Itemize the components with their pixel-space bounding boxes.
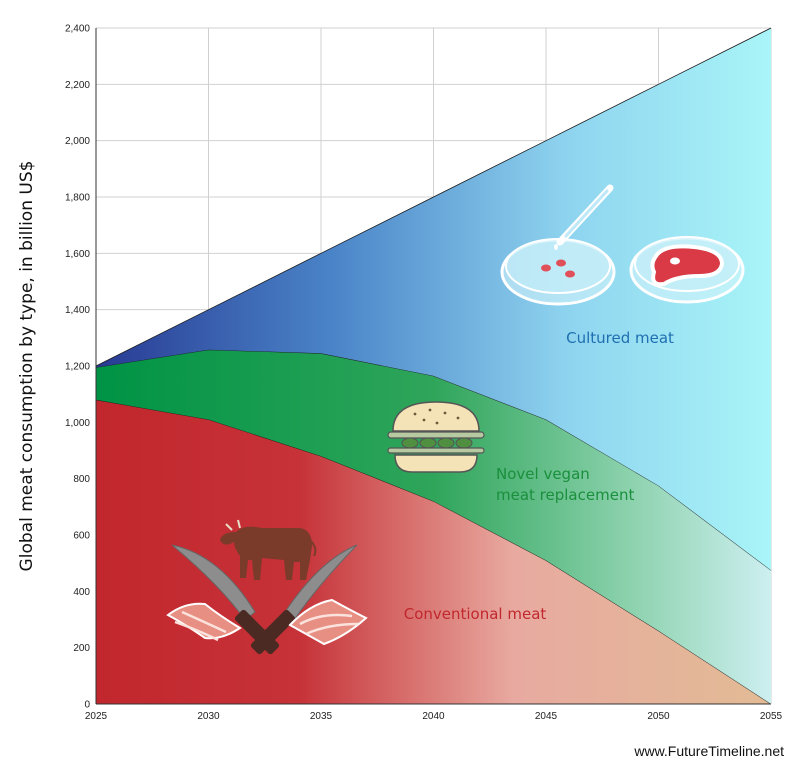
conventional-meat-label: Conventional meat — [404, 605, 547, 623]
burger-icon — [387, 401, 485, 473]
y-tick-label: 1,600 — [65, 249, 90, 260]
x-tick-label: 2040 — [422, 711, 445, 722]
pipette-icon — [554, 184, 614, 250]
y-axis-label: Global meat consumption by type, in bill… — [17, 161, 37, 572]
x-tick-label: 2030 — [197, 711, 220, 722]
y-tick-label: 2,000 — [65, 136, 90, 147]
conventional-meat-area — [96, 399, 771, 704]
x-tick-label: 2045 — [535, 711, 558, 722]
steak-icon — [629, 236, 745, 304]
axes: 0 200 400 600 800 1,000 1,200 1,400 1,600 1,800 2,… — [65, 24, 783, 723]
website-credit: www.FutureTimeline.net — [634, 743, 784, 759]
bacon-icon — [166, 598, 368, 646]
y-tick-label: 800 — [73, 474, 90, 485]
vegan-label-line1: Novel vegan — [496, 465, 590, 483]
petri-dish-icon — [500, 238, 616, 306]
cultured-meat-label: Cultured meat — [566, 329, 674, 347]
x-tick-label: 2055 — [760, 711, 783, 722]
x-tick-label: 2025 — [85, 711, 108, 722]
cultured-meat-line — [95, 27, 772, 367]
y-tick-label: 1,200 — [65, 362, 90, 373]
y-tick-label: 600 — [73, 531, 90, 542]
knives-icon — [171, 544, 358, 655]
y-tick-label: 2,200 — [65, 80, 90, 91]
y-tick-label: 0 — [84, 700, 90, 711]
y-tick-label: 1,000 — [65, 418, 90, 429]
y-tick-label: 2,400 — [65, 24, 90, 35]
areas — [95, 27, 772, 705]
y-tick-label: 400 — [73, 587, 90, 598]
x-tick-label: 2050 — [647, 711, 670, 722]
y-tick-label: 1,800 — [65, 193, 90, 204]
cow-icon — [220, 519, 317, 580]
y-tick-label: 1,400 — [65, 305, 90, 316]
cultured-meat-area — [96, 28, 771, 571]
x-tick-label: 2035 — [310, 711, 333, 722]
vegan-label-line2: meat replacement — [496, 486, 634, 504]
y-tick-label: 200 — [73, 643, 90, 654]
